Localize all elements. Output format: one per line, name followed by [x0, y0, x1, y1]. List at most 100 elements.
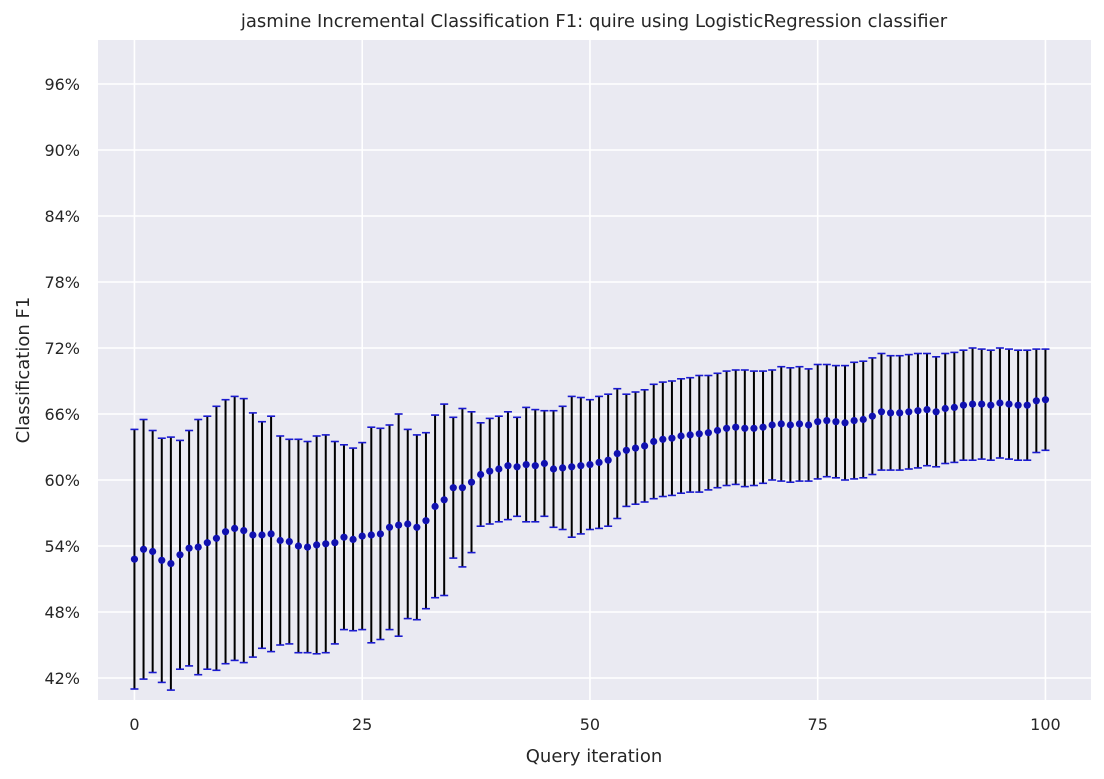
data-point: [631, 444, 640, 452]
data-point: [577, 462, 585, 470]
data-point: [941, 404, 949, 413]
data-point: [413, 523, 421, 531]
data-point: [249, 531, 257, 539]
y-tick-label: 72%: [44, 339, 80, 358]
data-point: [440, 496, 448, 504]
y-tick-label: 60%: [44, 471, 80, 490]
data-point: [978, 400, 986, 408]
data-point: [795, 420, 804, 428]
data-point: [1041, 396, 1050, 404]
data-point: [704, 429, 712, 437]
data-point: [996, 399, 1004, 407]
y-axis-label: Classification F1: [13, 297, 34, 444]
data-point: [786, 421, 794, 429]
data-point: [477, 470, 485, 479]
tick-layer: 42% 48% 54% 60% 66% 72% 78% 84% 90% 96% 0 25 50 75 100: [44, 75, 1060, 734]
y-tick-label: 84%: [44, 207, 80, 226]
data-point: [240, 527, 248, 535]
data-point: [622, 446, 630, 454]
y-tick-label: 90%: [44, 141, 80, 160]
data-point: [358, 532, 366, 540]
data-point: [431, 502, 439, 510]
data-point: [258, 531, 266, 539]
data-point: [677, 432, 685, 440]
chart-title: jasmine Incremental Classification F1: q…: [240, 11, 948, 32]
data-point: [395, 521, 403, 529]
data-point: [467, 478, 476, 486]
data-point: [340, 533, 348, 541]
data-point: [695, 430, 703, 438]
data-point: [959, 401, 968, 409]
data-point: [294, 542, 303, 550]
y-tick-label: 96%: [44, 75, 80, 94]
data-point: [185, 544, 193, 552]
data-point: [212, 534, 221, 542]
data-point: [896, 409, 904, 417]
data-point: [932, 408, 940, 416]
data-point: [504, 462, 512, 470]
data-point: [1023, 401, 1031, 409]
data-point: [850, 417, 858, 425]
data-point: [194, 543, 202, 551]
data-point: [176, 551, 184, 559]
data-point: [1005, 400, 1013, 408]
y-tick-label: 54%: [44, 537, 80, 556]
data-point: [449, 484, 457, 492]
data-point: [877, 408, 886, 416]
data-point: [203, 539, 211, 547]
x-axis-label: Query iteration: [526, 746, 662, 767]
data-point: [732, 423, 740, 431]
data-point: [923, 406, 931, 414]
data-point: [987, 401, 995, 409]
data-point: [1032, 397, 1040, 405]
data-point: [495, 465, 503, 473]
data-point: [905, 408, 913, 416]
data-point: [486, 467, 494, 475]
marker-layer: [130, 396, 1050, 568]
y-tick-label: 66%: [44, 405, 80, 424]
data-point: [349, 535, 357, 544]
data-point: [167, 560, 175, 568]
y-tick-label: 42%: [44, 669, 80, 688]
data-point: [303, 543, 312, 551]
data-point: [814, 418, 822, 426]
data-point: [422, 517, 430, 525]
data-point: [914, 407, 922, 415]
data-point: [458, 484, 467, 492]
data-point: [267, 530, 275, 538]
data-point: [741, 424, 749, 432]
data-point: [768, 421, 776, 429]
data-point: [713, 426, 722, 435]
data-point: [586, 461, 594, 469]
data-point: [886, 409, 895, 417]
data-point: [376, 530, 385, 538]
y-tick-label: 78%: [44, 273, 80, 292]
data-point: [968, 400, 977, 408]
data-point: [641, 442, 649, 450]
y-tick-label: 48%: [44, 603, 80, 622]
x-tick-label: 100: [1030, 715, 1061, 734]
data-point: [531, 462, 539, 470]
data-point: [522, 461, 530, 469]
data-point: [950, 403, 958, 411]
x-tick-label: 25: [352, 715, 372, 734]
data-point: [613, 450, 621, 458]
data-point: [568, 463, 576, 471]
data-point: [559, 464, 567, 472]
data-point: [841, 419, 849, 427]
data-point: [1014, 401, 1022, 409]
data-point: [221, 528, 230, 536]
data-point: [385, 523, 394, 531]
data-point: [804, 421, 813, 429]
data-point: [285, 538, 293, 546]
data-point: [331, 539, 339, 547]
data-point: [832, 418, 840, 426]
data-point: [686, 431, 694, 439]
data-point: [139, 545, 148, 553]
data-point: [595, 458, 603, 466]
data-point: [158, 556, 166, 564]
x-tick-label: 75: [808, 715, 828, 734]
data-point: [149, 547, 157, 556]
data-point: [750, 424, 758, 432]
